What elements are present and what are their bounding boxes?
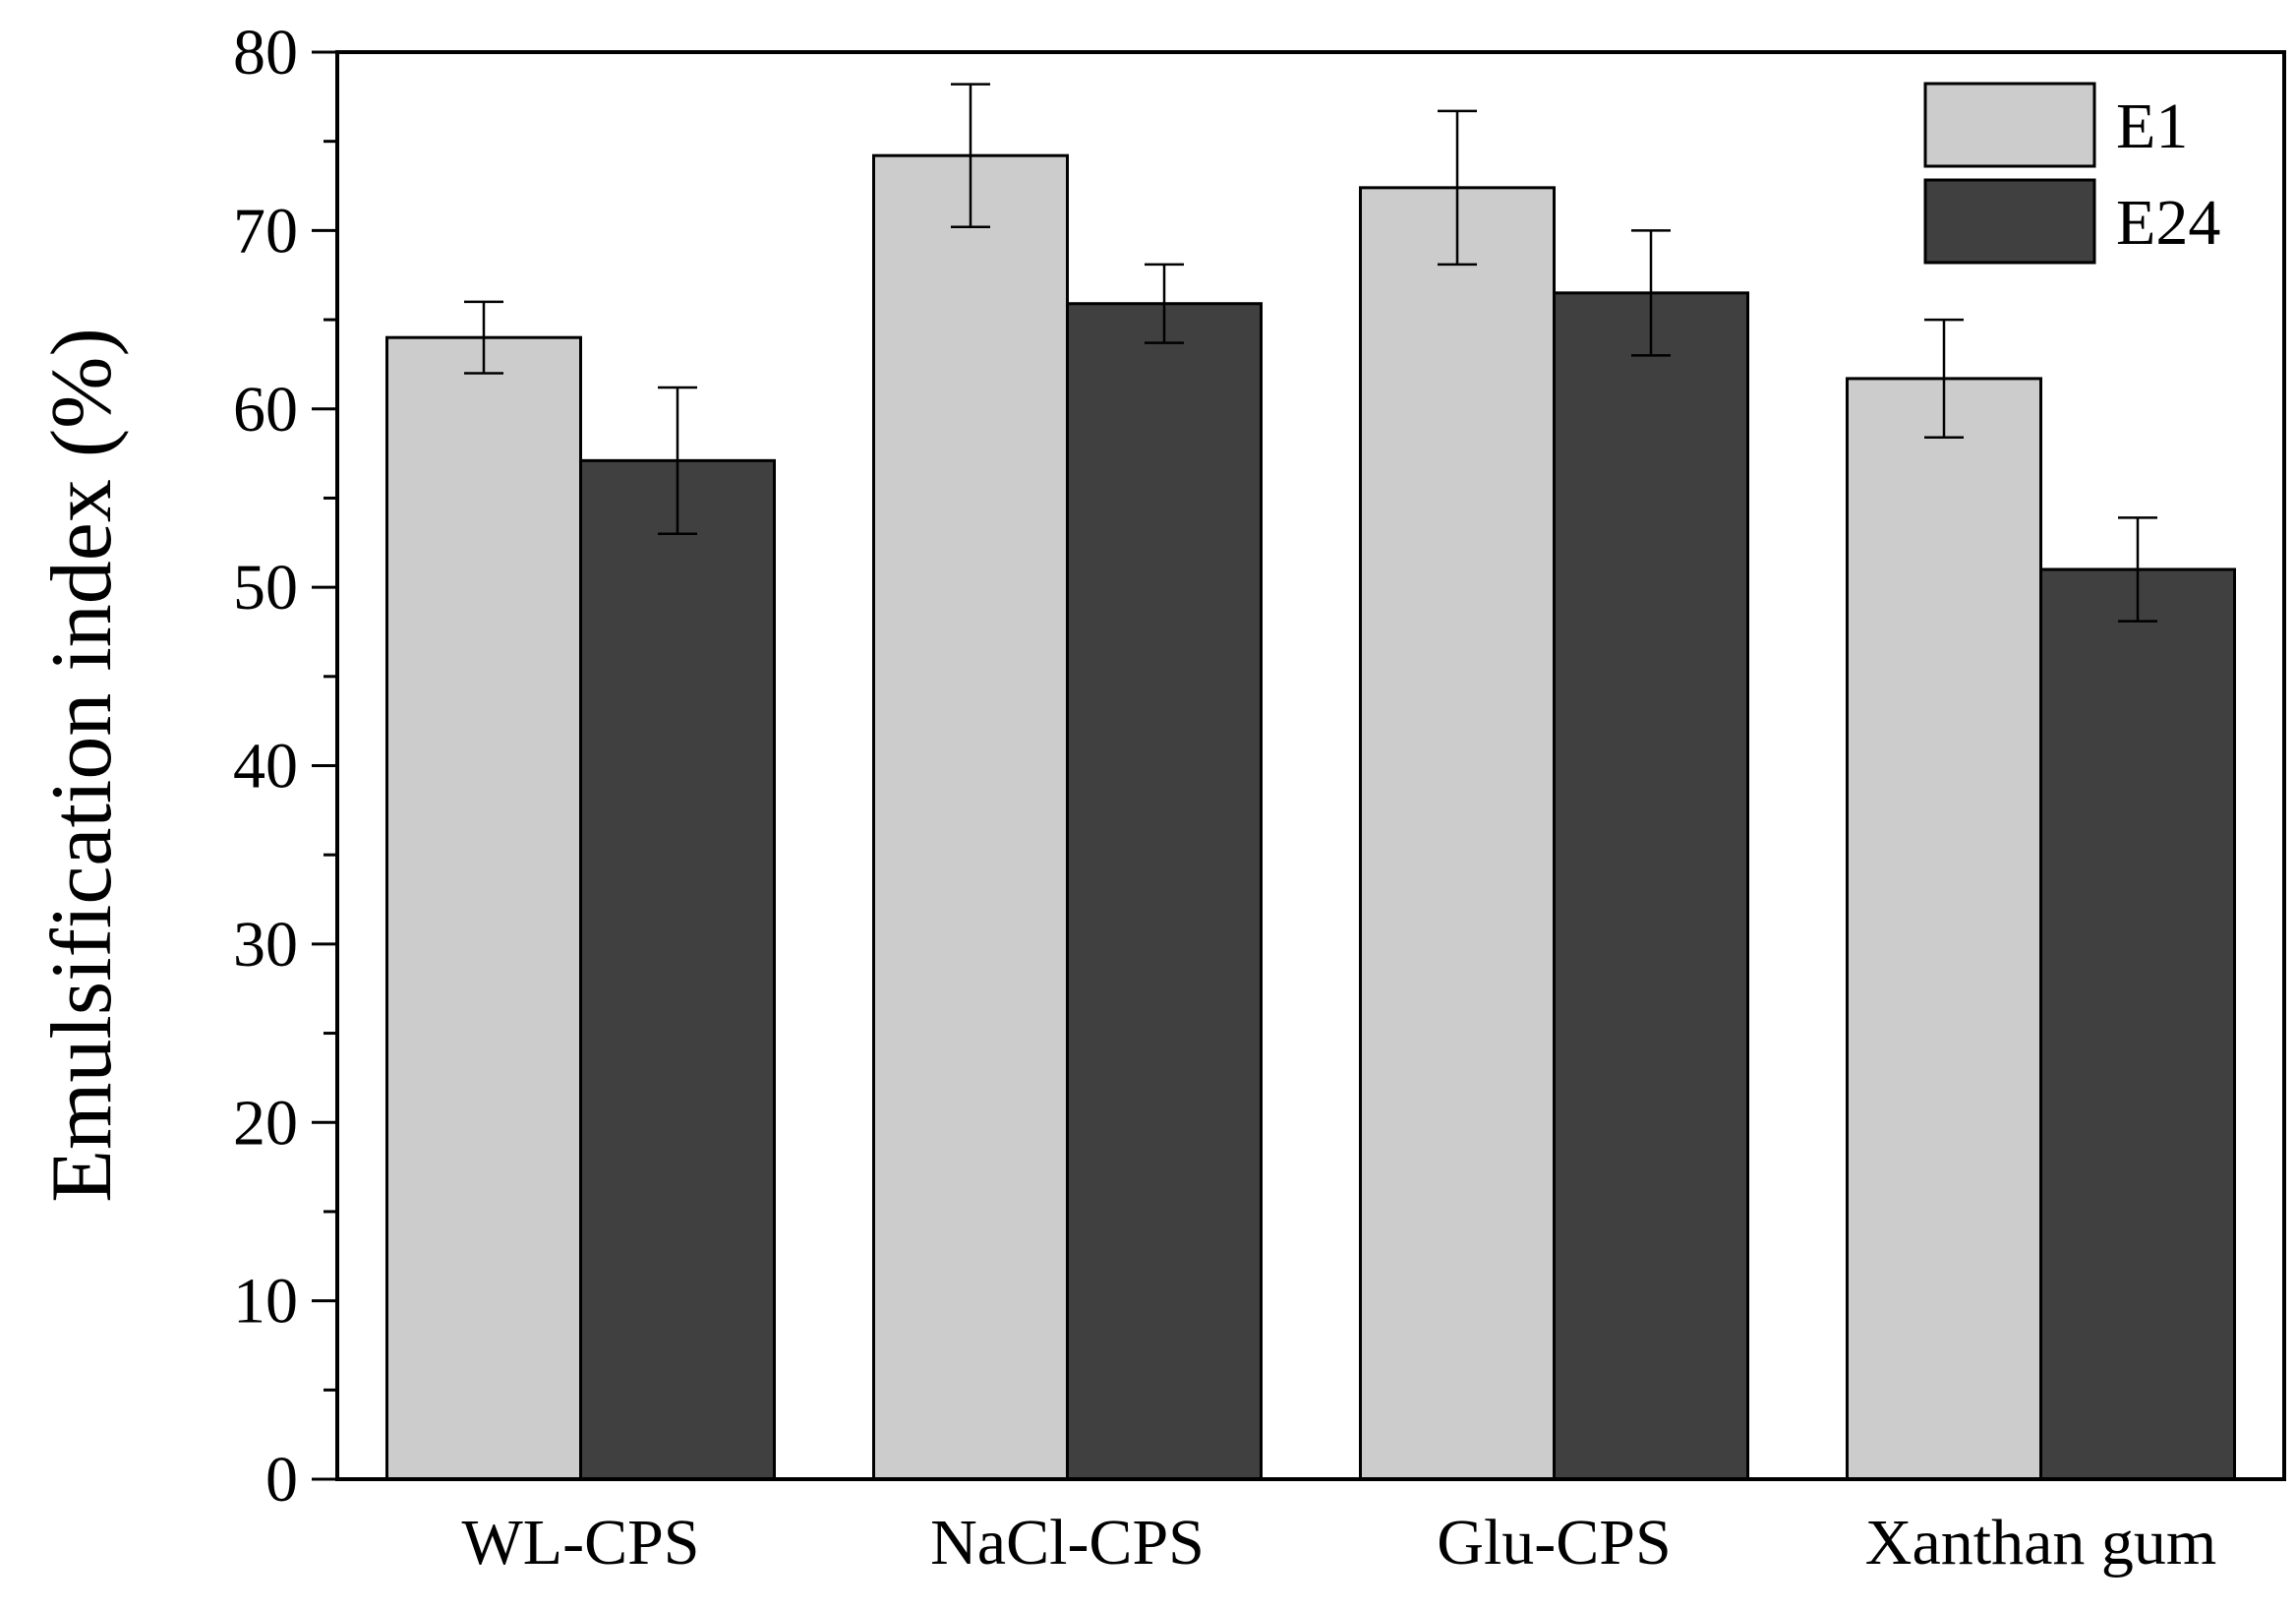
error-bar-e1-glu-cps [1438,109,1477,267]
x-axis: WL-CPS NaCl-CPS Glu-CPS Xanthan gum [461,1463,2216,1579]
y-axis-title: Emulsification index (%) [34,328,130,1203]
error-bar-e24-glu-cps [1631,229,1671,357]
error-bars-layer [464,83,2157,623]
bar-e1-glu-cps [1359,186,1556,1481]
x-tick-label: WL-CPS [461,1507,699,1579]
y-axis: 0 10 20 30 40 50 60 70 80 [233,17,337,1516]
y-tick-label: 40 [233,731,298,803]
bar-e24-glu-cps [1553,291,1749,1481]
y-tick-label: 70 [233,195,298,267]
legend-swatch-e1 [1923,82,2096,168]
error-bar-e24-wl-cps [658,386,697,535]
bar-e24-xanthan-gum [2039,567,2236,1481]
error-bar-e24-nacl-cps [1145,263,1184,344]
x-tick-label: Glu-CPS [1437,1507,1671,1579]
x-tick-label: Xanthan gum [1865,1507,2216,1579]
y-tick-label: 0 [265,1444,298,1516]
y-tick-label: 80 [233,17,298,89]
error-bar-e24-xanthan-gum [2118,516,2157,623]
error-bar-e1-nacl-cps [951,83,990,228]
legend-swatch-e24 [1923,178,2096,265]
bar-e24-nacl-cps [1066,302,1263,1481]
bar-e1-xanthan-gum [1846,377,2042,1481]
bar-e1-nacl-cps [872,153,1069,1481]
legend-label-e24: E24 [2116,187,2220,259]
bar-e24-wl-cps [579,458,776,1481]
legend-item-e1: E1 [1923,82,2188,168]
y-tick-label: 10 [233,1266,298,1338]
y-tick-label: 30 [233,909,298,981]
bars-layer [385,153,2236,1481]
y-tick-label: 50 [233,552,298,624]
x-tick-label: NaCl-CPS [930,1507,1205,1579]
error-bar-e1-xanthan-gum [1924,318,1964,440]
y-tick-label: 20 [233,1087,298,1159]
legend-item-e24: E24 [1923,178,2220,265]
error-bar-e1-wl-cps [464,300,503,375]
bar-e1-wl-cps [385,335,582,1481]
legend-label-e1: E1 [2116,90,2188,162]
y-tick-label: 60 [233,374,298,446]
